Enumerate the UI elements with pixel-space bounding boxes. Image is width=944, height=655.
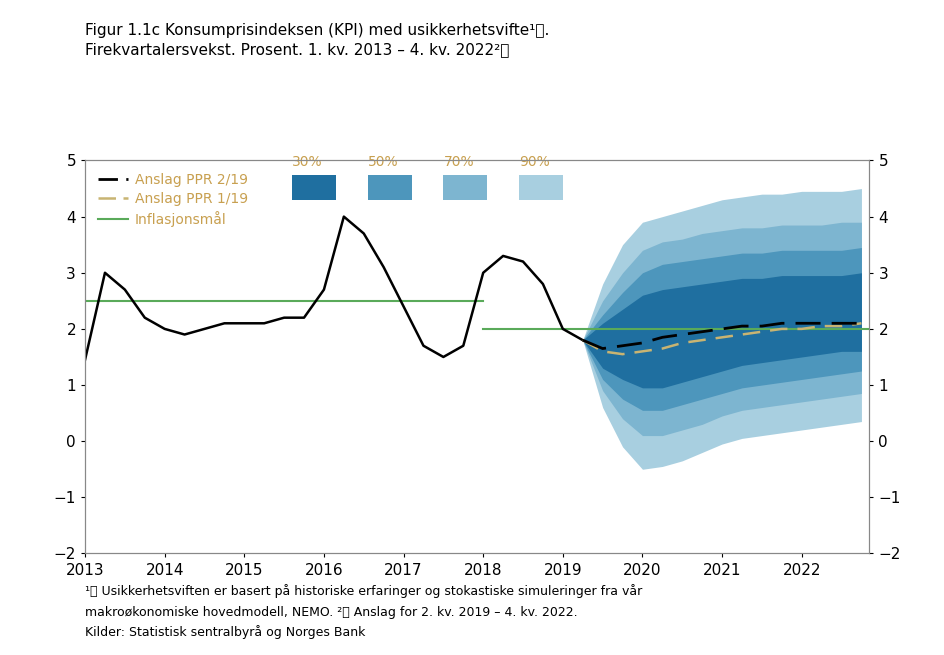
Bar [292, 174, 335, 200]
Text: makroøkonomiske hovedmodell, NEMO. ²⦸ Anslag for 2. kv. 2019 – 4. kv. 2022.: makroøkonomiske hovedmodell, NEMO. ²⦸ An… [85, 606, 577, 619]
Bar [367, 174, 411, 200]
Text: 70%: 70% [443, 155, 474, 169]
Text: 90%: 90% [518, 155, 549, 169]
Text: Figur 1.1c Konsumprisindeksen (KPI) med usikkerhetsvifte¹⦸.: Figur 1.1c Konsumprisindeksen (KPI) med … [85, 23, 548, 38]
Legend: Anslag PPR 2/19, Anslag PPR 1/19, Inflasjonsmål: Anslag PPR 2/19, Anslag PPR 1/19, Inflas… [92, 168, 253, 233]
Bar [443, 174, 487, 200]
Text: 50%: 50% [367, 155, 398, 169]
Text: Firekvartalersvekst. Prosent. 1. kv. 2013 – 4. kv. 2022²⦸: Firekvartalersvekst. Prosent. 1. kv. 201… [85, 43, 509, 58]
Bar [518, 174, 563, 200]
Text: 30%: 30% [292, 155, 322, 169]
Text: ¹⦸ Usikkerhetsviften er basert på historiske erfaringer og stokastiske simulerin: ¹⦸ Usikkerhetsviften er basert på histor… [85, 584, 642, 598]
Text: Kilder: Statistisk sentralbyrå og Norges Bank: Kilder: Statistisk sentralbyrå og Norges… [85, 626, 365, 639]
